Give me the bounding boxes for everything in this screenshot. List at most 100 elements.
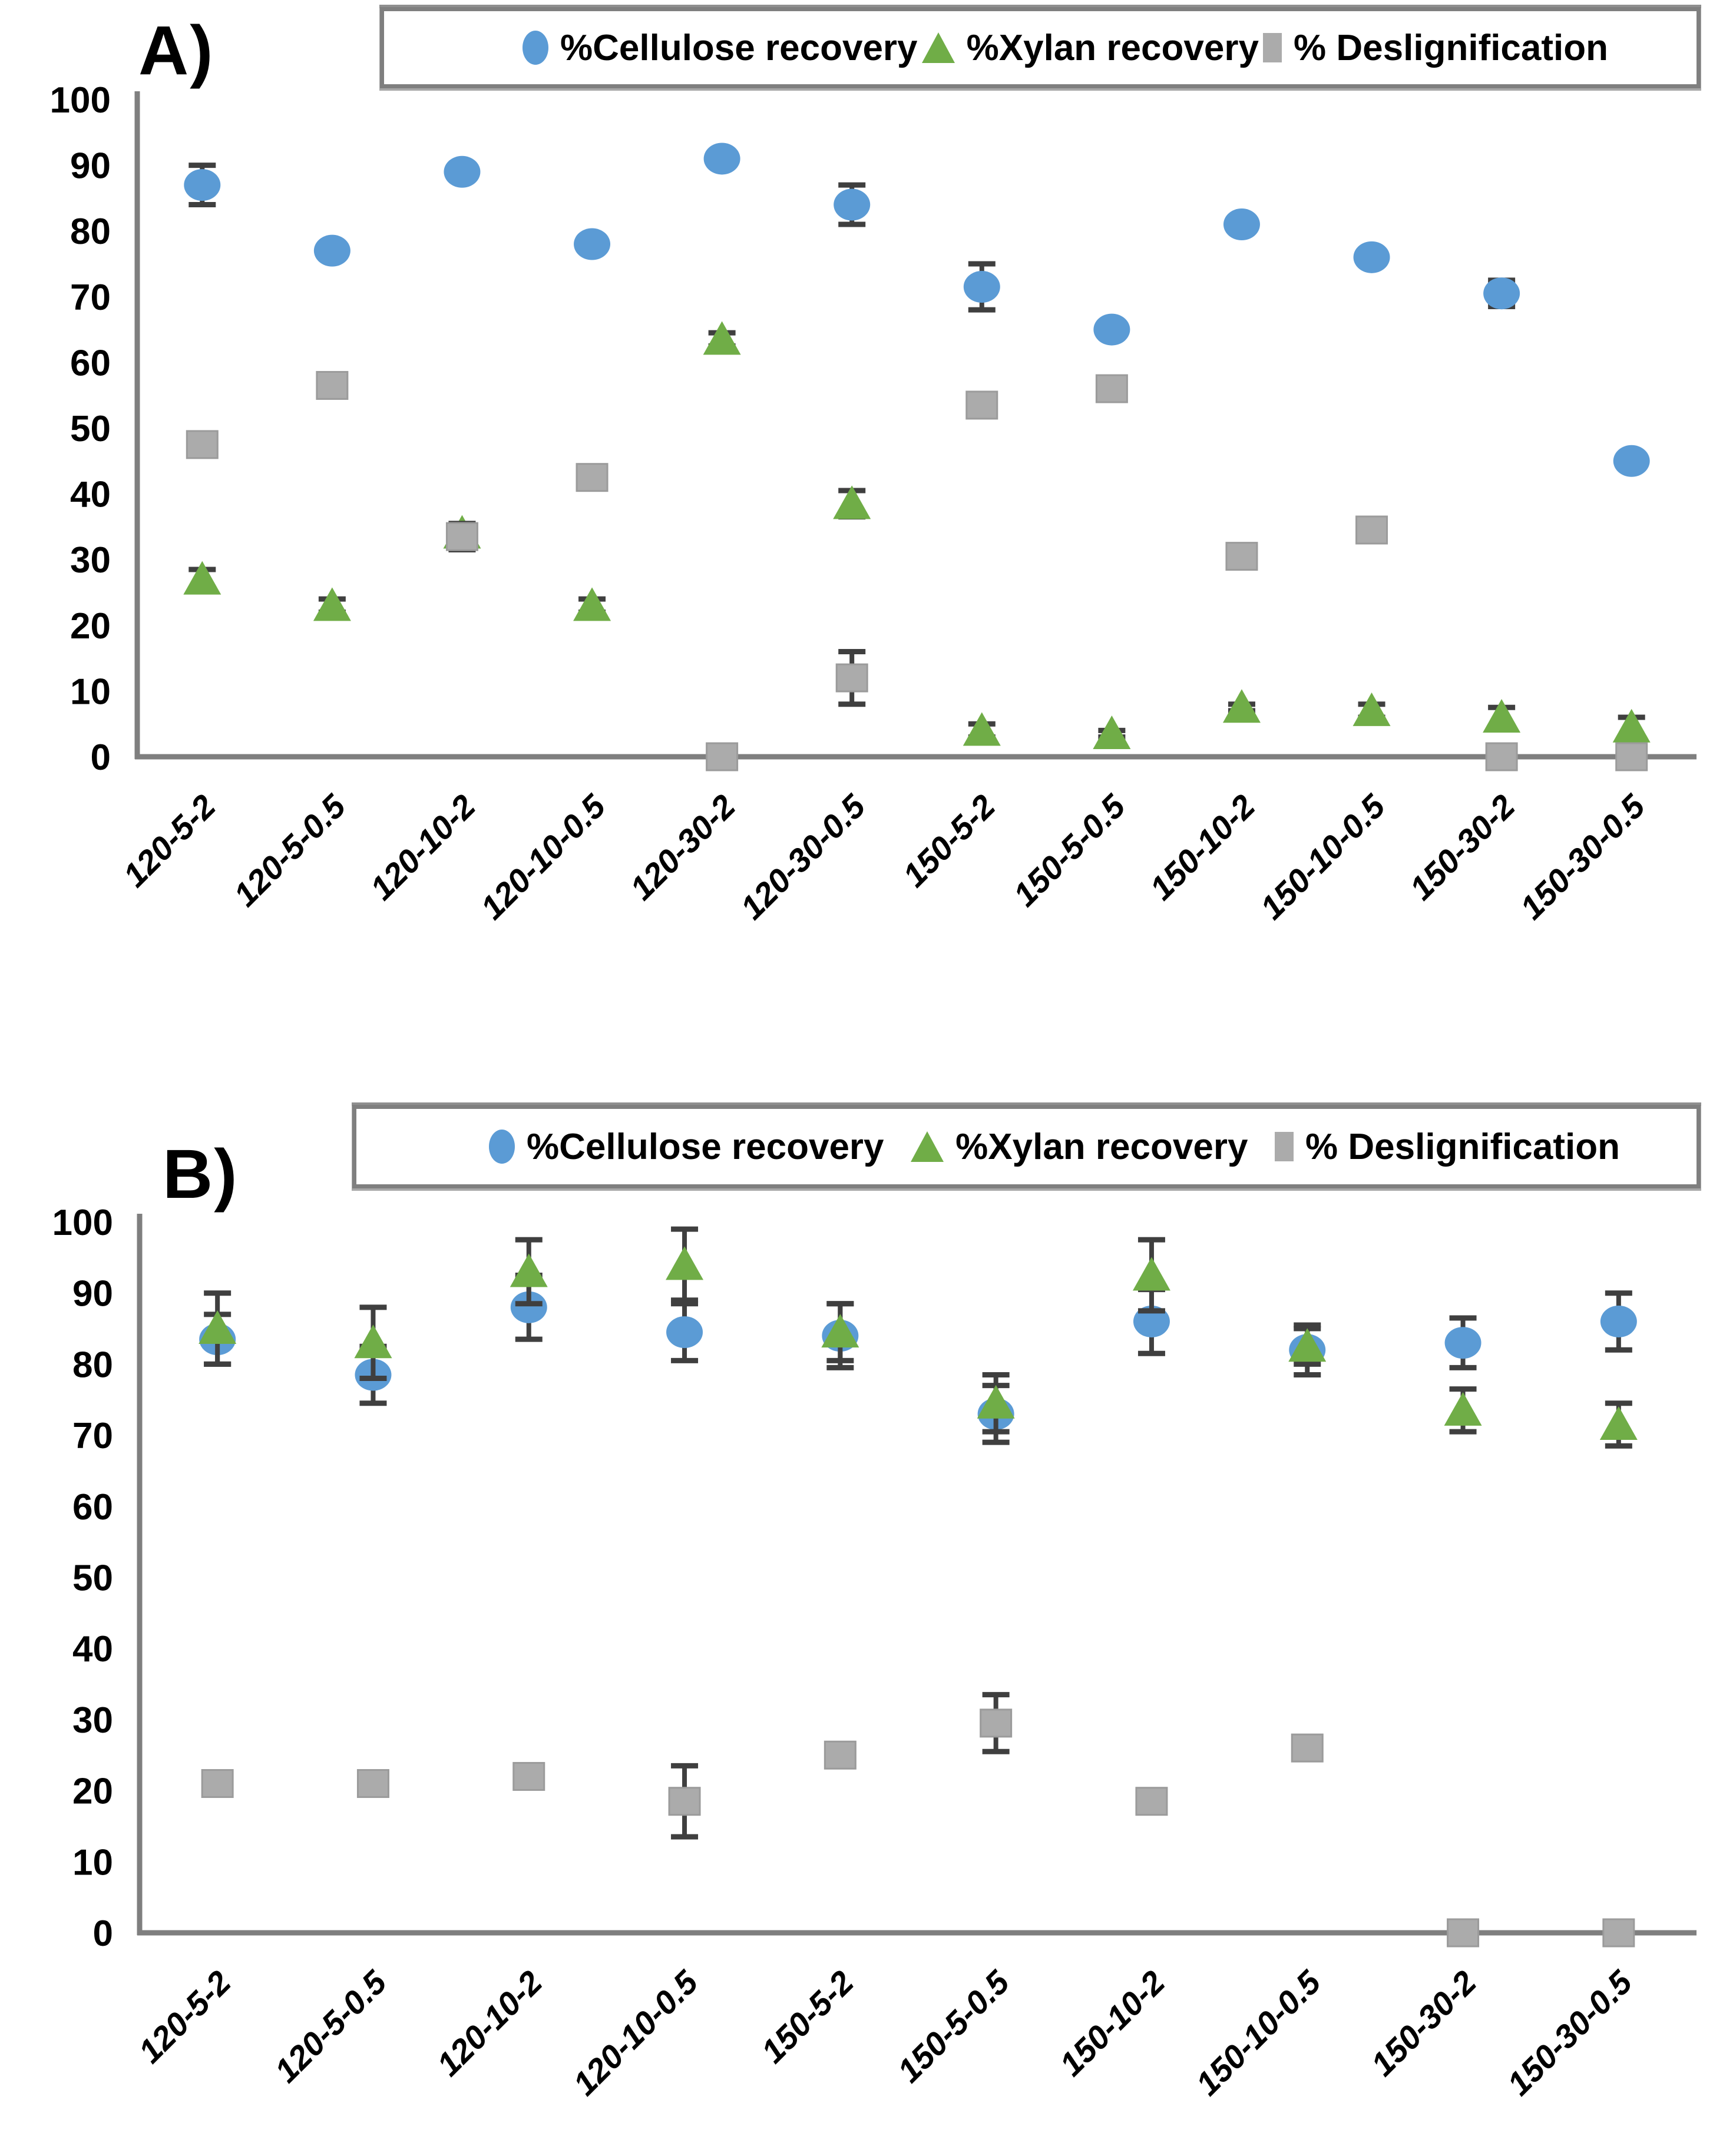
xylan-data-point <box>183 561 221 595</box>
cellulose-data-point <box>574 228 611 260</box>
deslignification-data-point <box>576 463 609 492</box>
deslignification-data-point <box>1225 542 1258 571</box>
legend-label-xylan: %Xylan recovery <box>966 27 1259 68</box>
y-tick-label: 90 <box>70 146 111 187</box>
cellulose-data-point <box>444 155 481 188</box>
xylan-data-point <box>963 712 1001 746</box>
xylan-data-point <box>1352 692 1391 726</box>
legend-label-deslignification: % Deslignification <box>1305 1126 1620 1167</box>
x-category-label: 150-10-2 <box>1052 1963 1172 2083</box>
deslignification-data-point <box>316 370 349 400</box>
y-tick-label: 30 <box>70 540 111 581</box>
x-category-label: 120-10-0.5 <box>566 1963 705 2102</box>
y-tick-label: 60 <box>70 343 111 383</box>
cellulose-data-point <box>1223 208 1260 241</box>
xylan-data-point <box>1093 715 1131 749</box>
deslignification-data-point <box>356 1769 389 1799</box>
y-tick-label: 70 <box>72 1416 113 1456</box>
x-category-label: 120-10-0.5 <box>473 787 613 926</box>
cellulose-data-point <box>1093 313 1130 346</box>
x-category-label: 150-5-2 <box>895 787 1002 894</box>
xylan-data-point <box>666 1246 704 1280</box>
y-tick-label: 40 <box>72 1629 113 1670</box>
y-tick-label: 80 <box>70 211 111 252</box>
legend-label-cellulose: %Cellulose recovery <box>560 27 918 68</box>
x-category-label: 150-5-0.5 <box>890 1963 1017 2089</box>
legend-item-xylan: %Xylan recovery <box>921 27 1259 69</box>
xylan-data-point <box>510 1253 548 1287</box>
legend-item-cellulose: %Cellulose recovery <box>523 27 918 69</box>
xylan-data-point <box>1222 689 1261 723</box>
xylan-data-point <box>354 1324 392 1359</box>
legend-label-deslignification: % Deslignification <box>1294 27 1608 68</box>
legend-a: %Cellulose recovery %Xylan recovery % De… <box>380 7 1701 88</box>
deslignification-square-icon <box>1263 33 1282 62</box>
cellulose-data-point <box>1353 241 1390 273</box>
y-tick-label: 0 <box>93 1913 113 1954</box>
x-category-label: 150-30-2 <box>1403 787 1522 907</box>
y-tick-label: 50 <box>72 1558 113 1599</box>
legend-item-deslignification: % Deslignification <box>1263 27 1608 69</box>
y-tick-label: 100 <box>52 1203 113 1243</box>
xylan-data-point <box>977 1385 1015 1419</box>
cellulose-data-point <box>313 234 350 267</box>
y-tick-label: 20 <box>70 606 111 647</box>
x-category-label: 150-30-0.5 <box>1500 1963 1639 2102</box>
y-tick-label: 100 <box>50 80 111 121</box>
legend-label-cellulose: %Cellulose recovery <box>527 1126 884 1167</box>
cellulose-data-point <box>1600 1305 1637 1337</box>
xylan-data-point <box>1612 708 1651 743</box>
deslignification-data-point <box>1485 742 1518 771</box>
xylan-data-point <box>1444 1392 1482 1426</box>
cellulose-data-point <box>666 1316 703 1349</box>
xylan-data-point <box>1483 699 1521 733</box>
deslignification-data-point <box>980 1708 1013 1738</box>
deslignification-data-point <box>186 430 219 459</box>
cellulose-circle-icon <box>489 1130 515 1164</box>
x-category-label: 150-10-0.5 <box>1189 1963 1328 2102</box>
deslignification-data-point <box>1602 1918 1635 1948</box>
cellulose-data-point <box>510 1291 547 1323</box>
deslignification-data-point <box>201 1769 234 1799</box>
cellulose-data-point <box>1133 1305 1170 1337</box>
x-category-label: 120-5-0.5 <box>226 787 353 913</box>
legend-label-xylan: %Xylan recovery <box>955 1126 1248 1167</box>
x-category-label: 150-10-0.5 <box>1253 787 1393 926</box>
cellulose-data-point <box>703 143 740 175</box>
y-tick-label: 40 <box>70 475 111 515</box>
xylan-data-point <box>703 321 741 355</box>
deslignification-data-point <box>1355 515 1388 545</box>
cellulose-data-point <box>1613 445 1650 477</box>
deslignification-data-point <box>706 742 739 771</box>
deslignification-data-point <box>1095 374 1128 403</box>
deslignification-data-point <box>835 663 868 693</box>
deslignification-data-point <box>965 390 998 420</box>
legend-b: %Cellulose recovery %Xylan recovery % De… <box>352 1105 1701 1188</box>
deslignification-data-point <box>512 1761 545 1791</box>
x-category-label: 150-30-0.5 <box>1513 787 1652 926</box>
xylan-data-point <box>833 485 871 519</box>
cellulose-data-point <box>834 188 871 221</box>
x-category-label: 120-5-2 <box>116 787 223 894</box>
panel-label-a: A) <box>138 12 214 90</box>
xylan-data-point <box>1288 1328 1327 1362</box>
y-tick-label: 10 <box>70 671 111 712</box>
legend-item-xylan: %Xylan recovery <box>911 1126 1248 1168</box>
cellulose-data-point <box>1444 1327 1481 1359</box>
y-tick-label: 50 <box>70 409 111 449</box>
cellulose-data-point <box>184 169 221 201</box>
y-tick-label: 80 <box>72 1344 113 1385</box>
y-tick-label: 0 <box>91 737 111 778</box>
xylan-data-point <box>1599 1406 1638 1440</box>
xylan-data-point <box>1132 1257 1170 1291</box>
x-category-label: 120-30-0.5 <box>733 787 873 926</box>
x-category-label: 150-10-2 <box>1142 787 1262 907</box>
xylan-triangle-icon <box>921 32 955 63</box>
deslignification-data-point <box>1615 742 1648 771</box>
x-category-label: 120-5-0.5 <box>267 1963 394 2089</box>
xylan-data-point <box>199 1310 237 1344</box>
x-category-label: 150-5-2 <box>754 1963 861 2070</box>
x-category-label: 150-30-2 <box>1364 1963 1483 2083</box>
deslignification-square-icon <box>1275 1132 1294 1161</box>
